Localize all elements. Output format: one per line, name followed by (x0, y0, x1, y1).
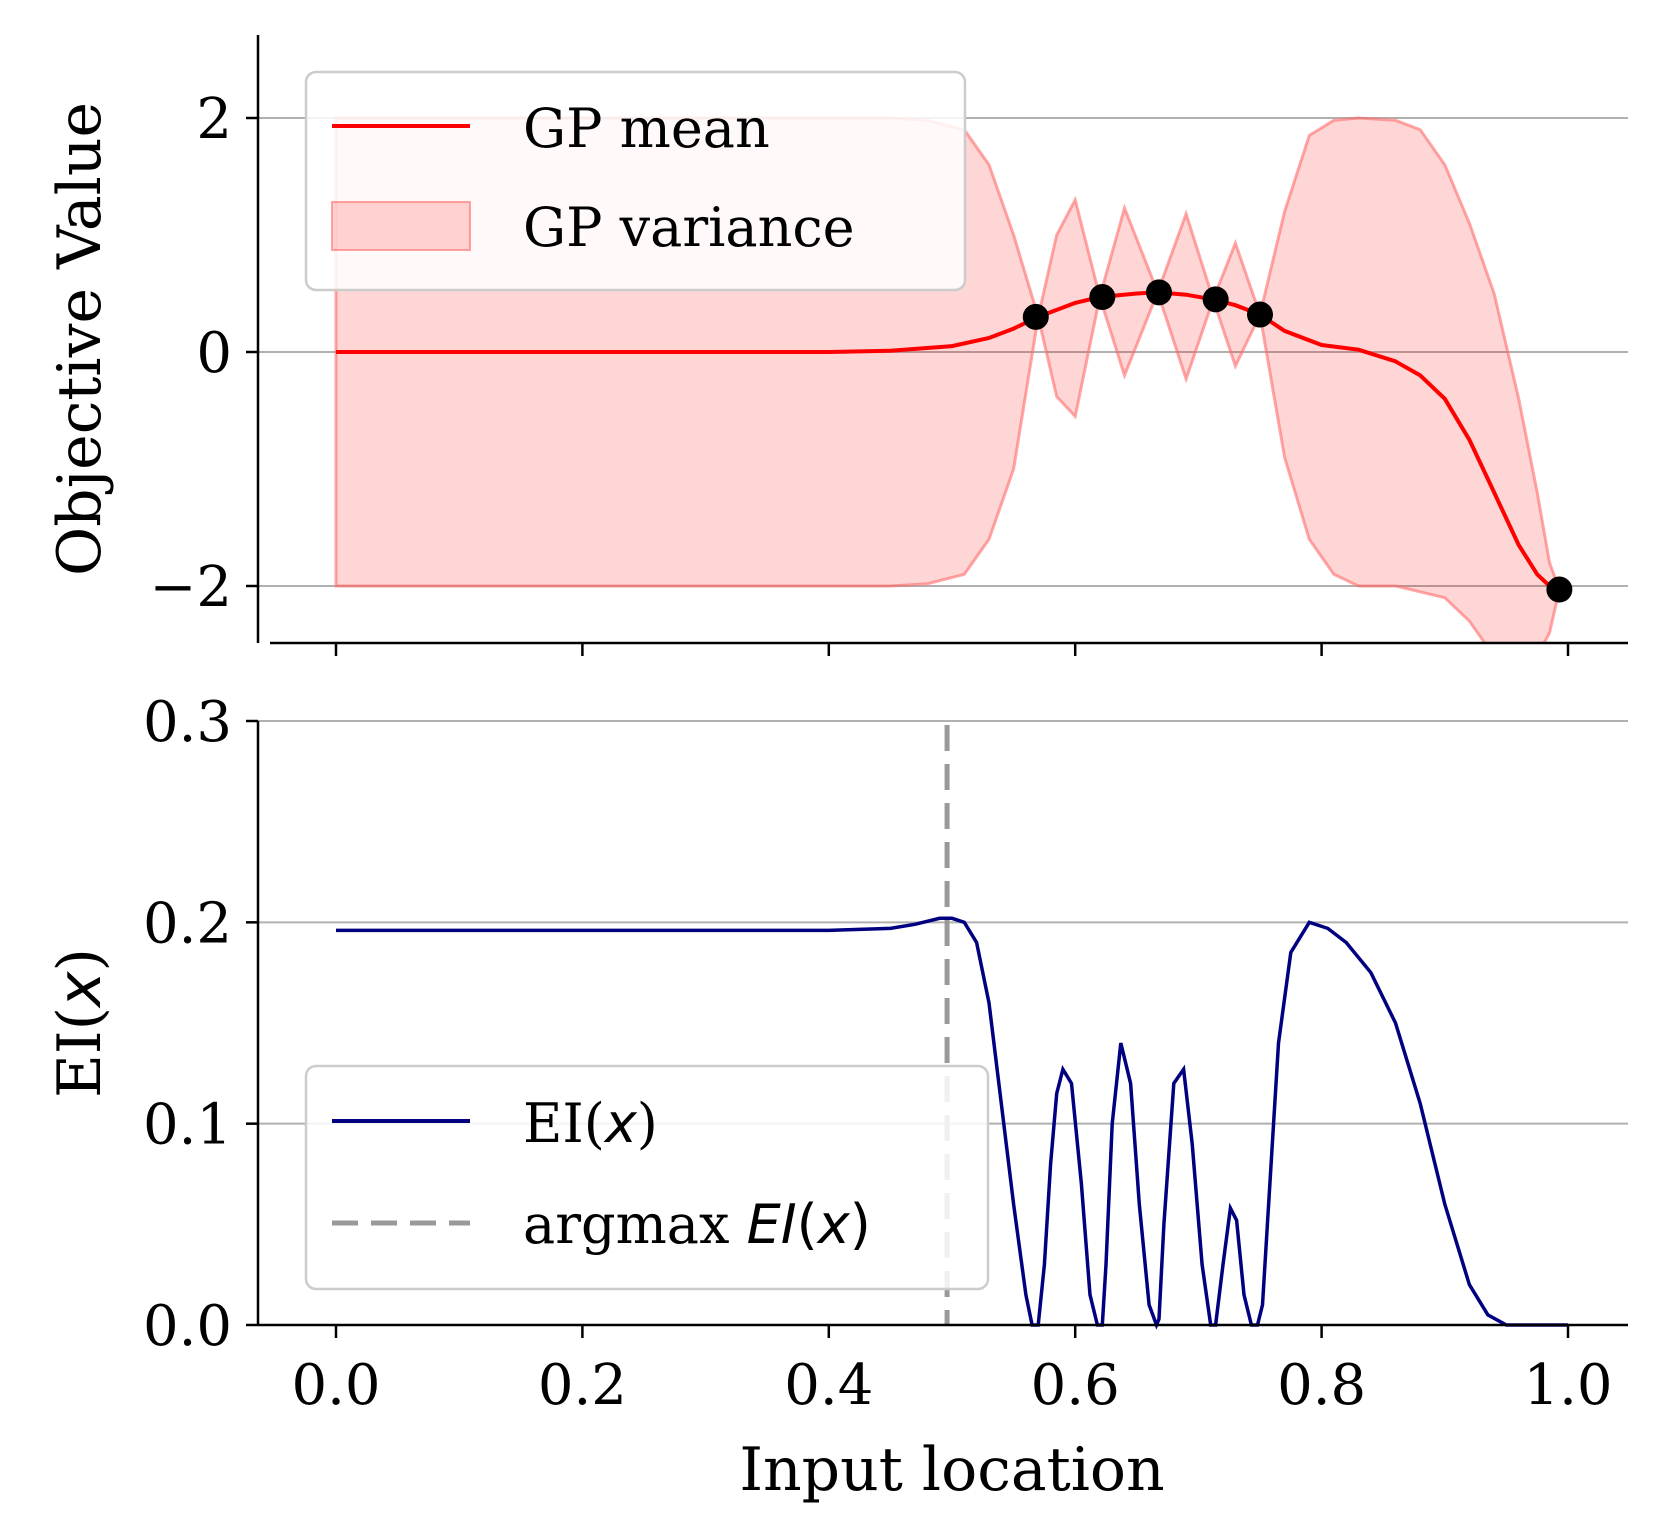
legend-argmax-open: ( (797, 1193, 818, 1256)
bottom-y-tick-label: 0.2 (143, 891, 232, 956)
top-x-ticks (334, 643, 1570, 656)
legend-ei-label: EI(x) (523, 1092, 658, 1155)
gp-mean-line (336, 290, 1561, 592)
observation-points (1022, 279, 1573, 603)
top-y-tick-label: −2 (149, 555, 232, 620)
bottom-grid (258, 720, 1628, 1125)
bottom-x-tick-label: 0.6 (1031, 1353, 1120, 1418)
observation-point (1022, 303, 1049, 330)
legend-gp-variance-swatch (331, 201, 471, 251)
bottom-y-tick-label: 0.3 (143, 690, 232, 755)
legend-argmax-word: argmax (523, 1193, 747, 1256)
x-axis-title: Input location (739, 1435, 1164, 1505)
bottom-x-tick-label: 1.0 (1523, 1353, 1612, 1418)
observation-point (1202, 286, 1229, 313)
bottom-y-ticks: 0.0 0.1 0.2 0.3 (143, 690, 258, 1359)
observation-point (1247, 301, 1273, 328)
bottom-x-tick-label: 0.2 (538, 1353, 627, 1418)
bottom-panel: 0.00.10.20.3 0.0 0.2 0.4 0.6 0.8 1.0 EI(x) ar… (45, 690, 1628, 1505)
legend-ei-prefix: EI( (523, 1092, 605, 1155)
observation-point (1089, 284, 1116, 311)
bottom-x-tick-label: 0.4 (784, 1353, 873, 1418)
bottom-x-tick-label: 0.8 (1277, 1353, 1366, 1418)
bottom-ylabel-prefix: EI( (45, 1007, 115, 1098)
bottom-y-tick-label: 0.0 (143, 1294, 232, 1359)
legend-ei-suffix: ) (637, 1092, 658, 1155)
top-legend: GP mean GP variance (304, 70, 967, 292)
bottom-legend-frame (304, 1064, 990, 1291)
bottom-x-tick-label: 0.0 (291, 1353, 380, 1418)
top-y-tick-label: 2 (196, 87, 232, 152)
bottom-y-axis-title: EI(x) (45, 948, 115, 1098)
bottom-legend: EI(x) argmax EI(x) (304, 1064, 990, 1291)
legend-ei-var: x (603, 1092, 638, 1155)
top-y-tick-label: 0 (196, 321, 232, 386)
legend-gp-mean-label: GP mean (523, 97, 770, 160)
legend-argmax-close: ) (850, 1193, 871, 1256)
ei-curve (336, 916, 1568, 1330)
observation-point (1145, 279, 1172, 306)
top-y-axis-title: Objective Value (45, 102, 115, 576)
bottom-ylabel-suffix: ) (45, 948, 115, 971)
legend-argmax-label: argmax EI(x) (523, 1193, 871, 1256)
top-panel: −2 0 2 GP mean GP variance Objective Value (45, 35, 1628, 656)
legend-gp-variance-label: GP variance (523, 196, 855, 259)
legend-argmax-func: EI (747, 1193, 797, 1256)
legend-argmax-arg: x (816, 1193, 851, 1256)
top-y-ticks: −2 0 2 (149, 87, 258, 620)
bottom-y-tick-label: 0.1 (143, 1093, 232, 1158)
bottom-ylabel-var: x (45, 971, 115, 1009)
observation-point (1546, 576, 1573, 603)
bottom-x-ticks: 0.0 0.2 0.4 0.6 0.8 1.0 (291, 1325, 1613, 1418)
